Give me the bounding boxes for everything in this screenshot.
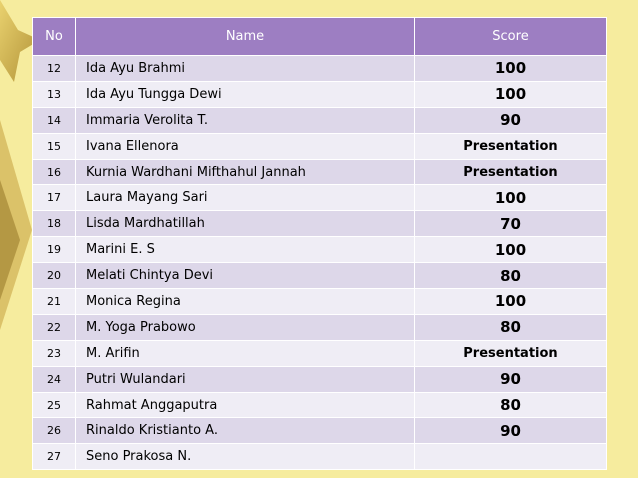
- table-row: 24 Putri Wulandari 90: [32, 365, 607, 393]
- no-cell: 12: [32, 55, 76, 82]
- table-row: 17 Laura Mayang Sari 100: [32, 184, 607, 212]
- score-cell: 100: [414, 55, 607, 82]
- no-cell: 19: [32, 236, 76, 264]
- table-row: 20 Melati Chintya Devi 80: [32, 262, 607, 290]
- name-cell: Putri Wulandari: [75, 365, 415, 393]
- no-cell: 24: [32, 365, 76, 393]
- table-row: 21 Monica Regina 100: [32, 288, 607, 315]
- header-cell: Name: [75, 17, 415, 56]
- name-cell: Laura Mayang Sari: [75, 184, 415, 212]
- name-cell: Monica Regina: [75, 288, 415, 315]
- table-row: 19 Marini E. S 100: [32, 236, 607, 264]
- score-cell: 100: [414, 184, 607, 212]
- no-cell: 15: [32, 132, 76, 160]
- no-cell: 25: [32, 391, 76, 419]
- score-cell: Presentation: [414, 158, 607, 186]
- score-cell: 90: [414, 365, 607, 393]
- no-cell: 22: [32, 313, 76, 341]
- table-row: 12 Ida Ayu Brahmi 100: [32, 55, 607, 82]
- table-row: 25 Rahmat Anggaputra 80: [32, 391, 607, 419]
- no-cell: 20: [32, 262, 76, 290]
- table-row: 18 Lisda Mardhatillah 70: [32, 210, 607, 238]
- name-cell: M. Arifin: [75, 339, 415, 367]
- table-row: 15 Ivana Ellenora Presentation: [32, 132, 607, 160]
- table-row: 13 Ida Ayu Tungga Dewi 100: [32, 80, 607, 108]
- name-cell: Lisda Mardhatillah: [75, 210, 415, 238]
- name-cell: Immaria Verolita T.: [75, 106, 415, 134]
- no-cell: 26: [32, 417, 76, 445]
- score-cell: [414, 443, 607, 471]
- score-cell: 100: [414, 236, 607, 264]
- score-table: No Name Score 12 Ida Ayu Brahmi 100 13 Ida Ayu…: [32, 17, 607, 471]
- score-cell: Presentation: [414, 339, 607, 367]
- name-cell: Ida Ayu Tungga Dewi: [75, 80, 415, 108]
- score-cell: 80: [414, 313, 607, 341]
- table-body: 12 Ida Ayu Brahmi 100 13 Ida Ayu Tungga Dewi…: [32, 55, 607, 471]
- name-cell: Rinaldo Kristianto A.: [75, 417, 415, 445]
- name-cell: Rahmat Anggaputra: [75, 391, 415, 419]
- score-cell: 100: [414, 288, 607, 315]
- table-row: 14 Immaria Verolita T. 90: [32, 106, 607, 134]
- name-cell: Marini E. S: [75, 236, 415, 264]
- header-cell: No: [32, 17, 76, 56]
- no-cell: 23: [32, 339, 76, 367]
- table-row: 23 M. Arifin Presentation: [32, 339, 607, 367]
- no-cell: 27: [32, 443, 76, 471]
- header-cell: Score: [414, 17, 607, 56]
- no-cell: 18: [32, 210, 76, 238]
- no-cell: 16: [32, 158, 76, 186]
- no-cell: 17: [32, 184, 76, 212]
- table-row: 22 M. Yoga Prabowo 80: [32, 313, 607, 341]
- name-cell: Ivana Ellenora: [75, 132, 415, 160]
- score-cell: 90: [414, 417, 607, 445]
- name-cell: Kurnia Wardhani Mifthahul Jannah: [75, 158, 415, 186]
- table-row: 16 Kurnia Wardhani Mifthahul Jannah Presen…: [32, 158, 607, 186]
- header-row: No Name Score: [32, 17, 607, 56]
- name-cell: Melati Chintya Devi: [75, 262, 415, 290]
- score-cell: 80: [414, 391, 607, 419]
- score-cell: 100: [414, 80, 607, 108]
- table-row: 27 Seno Prakosa N.: [32, 443, 607, 471]
- name-cell: M. Yoga Prabowo: [75, 313, 415, 341]
- no-cell: 13: [32, 80, 76, 108]
- score-cell: 80: [414, 262, 607, 290]
- name-cell: Ida Ayu Brahmi: [75, 55, 415, 82]
- no-cell: 21: [32, 288, 76, 315]
- name-cell: Seno Prakosa N.: [75, 443, 415, 471]
- score-cell: Presentation: [414, 132, 607, 160]
- score-cell: 70: [414, 210, 607, 238]
- score-cell: 90: [414, 106, 607, 134]
- no-cell: 14: [32, 106, 76, 134]
- table-row: 26 Rinaldo Kristianto A. 90: [32, 417, 607, 445]
